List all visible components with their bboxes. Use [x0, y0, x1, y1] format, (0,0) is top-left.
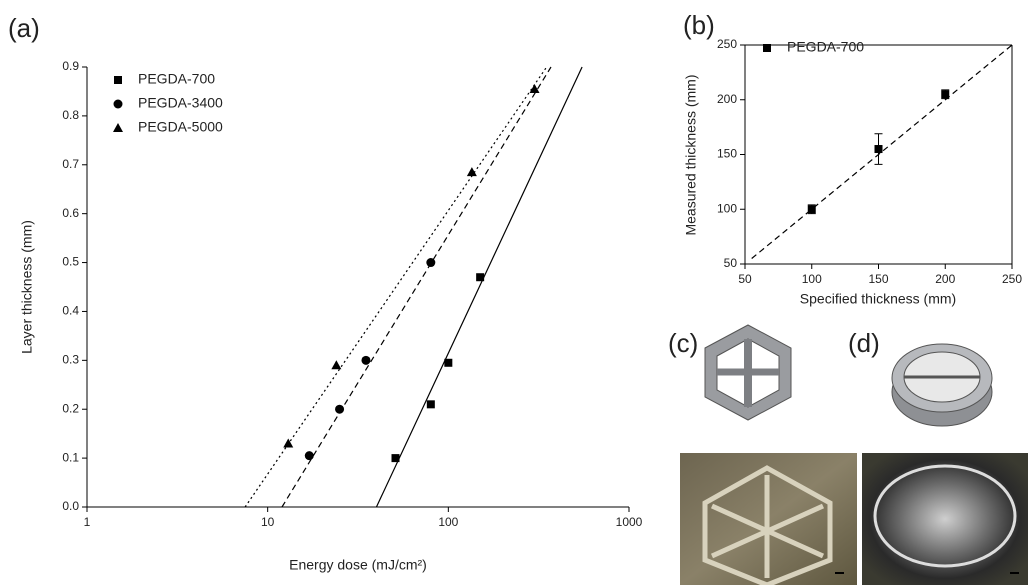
x-axis-title: Energy dose (mJ/cm²) — [289, 557, 427, 573]
fit-line — [375, 66, 583, 508]
y-tick-label: 0.7 — [62, 157, 79, 171]
panel-label: (a) — [8, 13, 40, 43]
point — [807, 205, 816, 214]
x-axis-title: Specified thickness (mm) — [800, 291, 956, 307]
legend-marker — [113, 99, 123, 109]
photo-structure — [702, 465, 833, 585]
x-tick-label: 1 — [84, 515, 91, 529]
point — [361, 355, 371, 365]
scale-bar — [835, 572, 844, 574]
point — [426, 400, 435, 409]
point — [941, 90, 950, 99]
scale-bar — [1010, 572, 1019, 574]
fit-line — [244, 66, 548, 508]
disc-render — [891, 343, 993, 427]
panel-label: (c) — [668, 328, 698, 358]
point — [304, 451, 314, 461]
panel-label: (b) — [683, 10, 715, 40]
photo-structure — [873, 464, 1017, 568]
y-tick-label: 0.1 — [62, 450, 79, 464]
y-tick-label: 0.6 — [62, 206, 79, 220]
y-tick-label: 100 — [717, 201, 737, 215]
legend-text: PEGDA-700 — [138, 71, 215, 87]
point — [331, 360, 342, 370]
y-tick-label: 0.2 — [62, 401, 79, 415]
point — [874, 145, 883, 154]
y-axis-title: Measured thickness (mm) — [683, 74, 699, 235]
fit-line — [751, 44, 1013, 259]
point — [391, 454, 400, 463]
legend-text: PEGDA-5000 — [138, 119, 223, 135]
y-tick-label: 50 — [724, 256, 738, 270]
point — [444, 358, 453, 367]
y-tick-label: 0.0 — [62, 499, 79, 513]
point — [283, 438, 294, 448]
y-tick-label: 250 — [717, 37, 737, 51]
y-tick-label: 0.4 — [62, 304, 79, 318]
x-tick-label: 150 — [868, 272, 888, 286]
y-tick-label: 0.9 — [62, 59, 79, 73]
y-tick-label: 0.3 — [62, 353, 79, 367]
legend-marker — [763, 44, 771, 52]
legend-text: PEGDA-700 — [787, 39, 864, 55]
cube-render — [704, 324, 792, 421]
legend-marker — [113, 123, 123, 132]
point — [335, 404, 345, 414]
x-tick-label: 50 — [738, 272, 752, 286]
point — [529, 84, 540, 93]
fit-line — [281, 66, 552, 508]
y-tick-label: 0.5 — [62, 255, 79, 269]
legend-text: PEGDA-3400 — [138, 95, 223, 111]
y-tick-label: 150 — [717, 147, 737, 161]
y-tick-label: 200 — [717, 92, 737, 106]
point — [466, 167, 477, 177]
x-tick-label: 200 — [935, 272, 955, 286]
y-tick-label: 0.8 — [62, 108, 79, 122]
x-tick-label: 10 — [261, 515, 275, 529]
x-tick-label: 250 — [1002, 272, 1022, 286]
x-tick-label: 100 — [438, 515, 458, 529]
panel-label: (d) — [848, 328, 880, 358]
x-tick-label: 1000 — [616, 515, 643, 529]
legend-marker — [114, 76, 122, 84]
point — [426, 258, 436, 268]
photo — [862, 453, 1028, 585]
point — [476, 273, 485, 282]
y-axis-title: Layer thickness (mm) — [19, 220, 35, 354]
x-tick-label: 100 — [802, 272, 822, 286]
